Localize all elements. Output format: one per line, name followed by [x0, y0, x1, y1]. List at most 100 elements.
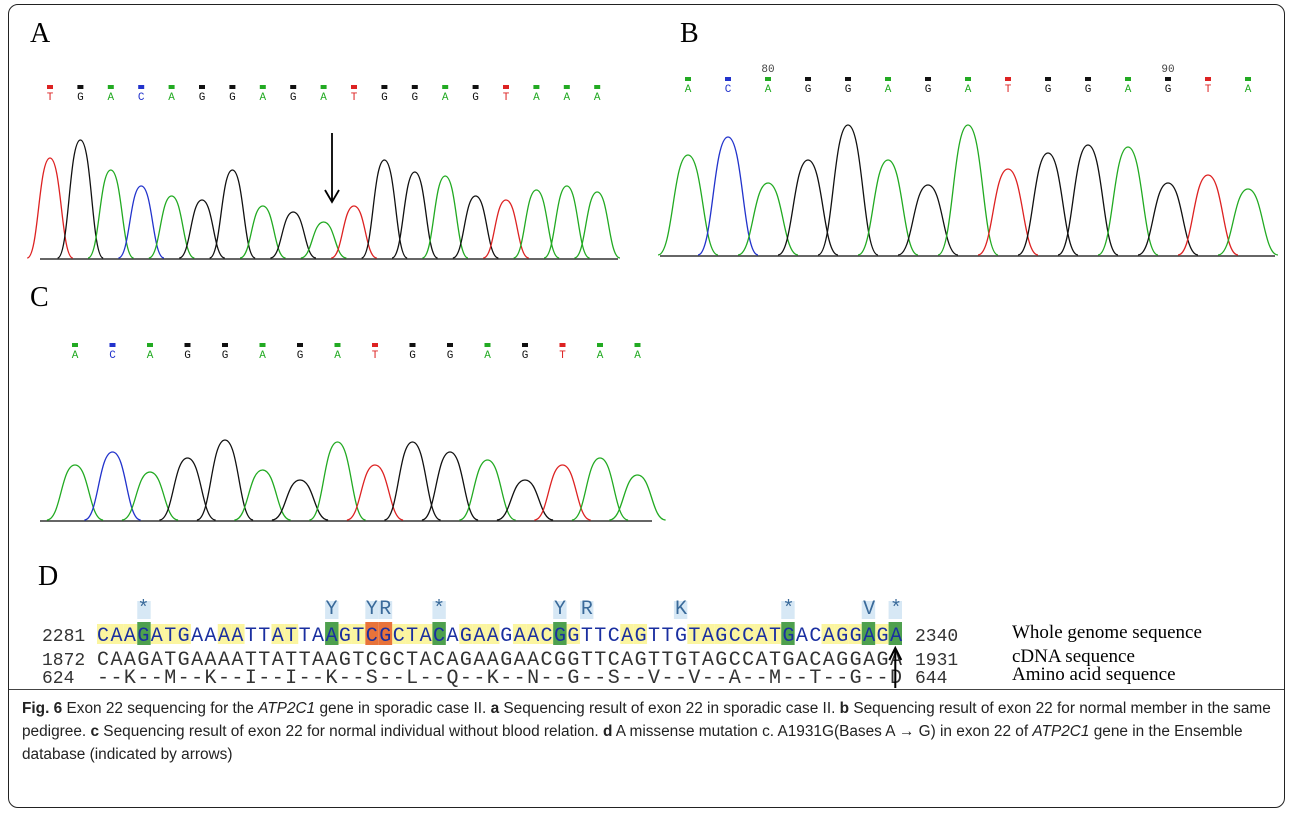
- base-marker: [805, 77, 811, 81]
- end-position: 2340: [915, 627, 958, 647]
- base-marker: [47, 85, 53, 89]
- panel-label: D: [38, 561, 58, 592]
- row-name: Amino acid sequence: [1012, 664, 1176, 685]
- start-position: 2281: [42, 627, 85, 647]
- figure: ATGACAGGAGATGGAGTAAABACAGGAGATGGAGTACACA…: [0, 0, 1295, 690]
- trace-peak: [572, 458, 628, 520]
- base-call: A: [72, 350, 79, 362]
- trace-peak: [47, 465, 103, 520]
- base-call: G: [381, 92, 388, 104]
- base-marker: [199, 85, 205, 89]
- base-marker: [594, 85, 600, 89]
- trace-peak: [179, 200, 225, 258]
- base-call: A: [1125, 84, 1132, 96]
- base-marker: [885, 77, 891, 81]
- trace-peak: [1138, 183, 1198, 255]
- caption: Fig. 6 Exon 22 sequencing for the ATP2C1…: [22, 697, 1272, 766]
- caption-text: Sequencing result of exon 22 for normal …: [99, 723, 603, 740]
- base-call: G: [472, 92, 479, 104]
- base-call: A: [563, 92, 570, 104]
- base-marker: [297, 343, 303, 347]
- trace-peak: [818, 125, 878, 255]
- base-marker: [110, 343, 116, 347]
- base-marker: [564, 85, 570, 89]
- base-call: G: [1085, 84, 1092, 96]
- base-marker: [108, 85, 114, 89]
- position-label: 90: [1161, 64, 1174, 76]
- trace-peak: [27, 158, 73, 258]
- base-call: A: [594, 92, 601, 104]
- trace-peak: [392, 172, 438, 258]
- base-marker: [965, 77, 971, 81]
- trace-peak: [301, 222, 347, 258]
- trace-peak: [1058, 145, 1118, 255]
- base-marker: [1125, 77, 1131, 81]
- row-name: Whole genome sequence: [1012, 622, 1202, 643]
- base-marker: [1085, 77, 1091, 81]
- base-call: A: [259, 92, 266, 104]
- base-call: A: [965, 84, 972, 96]
- base-marker: [412, 85, 418, 89]
- base-marker: [138, 85, 144, 89]
- base-call: A: [259, 350, 266, 362]
- base-marker: [260, 85, 266, 89]
- trace-peak: [497, 480, 553, 520]
- trace-peak: [1218, 189, 1278, 255]
- base-marker: [1205, 77, 1211, 81]
- trace-peak: [453, 196, 499, 258]
- base-marker: [473, 85, 479, 89]
- base-call: G: [409, 350, 416, 362]
- mutation-arrow: [325, 133, 339, 202]
- start-position: 1872: [42, 651, 85, 671]
- trace-peak: [483, 200, 529, 258]
- trace-peak: [1178, 175, 1238, 255]
- base-marker: [597, 343, 603, 347]
- base-call: A: [147, 350, 154, 362]
- base-marker: [1165, 77, 1171, 81]
- base-marker: [351, 85, 357, 89]
- base-call: T: [503, 92, 510, 104]
- trace-peak: [347, 465, 403, 520]
- base-marker: [321, 85, 327, 89]
- base-call: T: [1005, 84, 1012, 96]
- base-call: T: [47, 92, 54, 104]
- base-marker: [260, 343, 266, 347]
- base-marker: [533, 85, 539, 89]
- trace-peak: [309, 442, 365, 520]
- caption-text: ATP2C1: [1032, 723, 1089, 740]
- panel-label: C: [30, 282, 49, 313]
- panel-label: A: [30, 18, 51, 49]
- trace-peak: [149, 196, 195, 258]
- base-call: T: [372, 350, 379, 362]
- position-label: 80: [761, 64, 774, 76]
- base-call: A: [533, 92, 540, 104]
- caption-text: ATP2C1: [258, 700, 315, 717]
- base-call: G: [1165, 84, 1172, 96]
- trace-peak: [1018, 153, 1078, 255]
- caption-text: Fig. 6: [22, 700, 62, 717]
- base-call: G: [297, 350, 304, 362]
- end-position: 1931: [915, 651, 958, 671]
- trace-peak: [514, 190, 560, 258]
- caption-text: Exon 22 sequencing for the: [62, 700, 258, 717]
- base-call: G: [522, 350, 529, 362]
- base-marker: [77, 85, 83, 89]
- caption-text: Sequencing result of exon 22 in sporadic…: [499, 700, 840, 717]
- trace-peak: [234, 470, 290, 520]
- base-marker: [372, 343, 378, 347]
- base-marker: [635, 343, 641, 347]
- trace-peak: [422, 176, 468, 258]
- trace-peak: [88, 170, 134, 258]
- trace-peak: [159, 458, 215, 520]
- trace-peak: [778, 160, 838, 255]
- base-marker: [925, 77, 931, 81]
- caption-text: gene in sporadic case II.: [315, 700, 490, 717]
- base-marker: [765, 77, 771, 81]
- caption-text: a: [491, 700, 500, 717]
- base-marker: [1245, 77, 1251, 81]
- base-call: C: [109, 350, 116, 362]
- base-call: A: [685, 84, 692, 96]
- base-call: A: [597, 350, 604, 362]
- base-call: A: [442, 92, 449, 104]
- trace-peak: [738, 183, 798, 255]
